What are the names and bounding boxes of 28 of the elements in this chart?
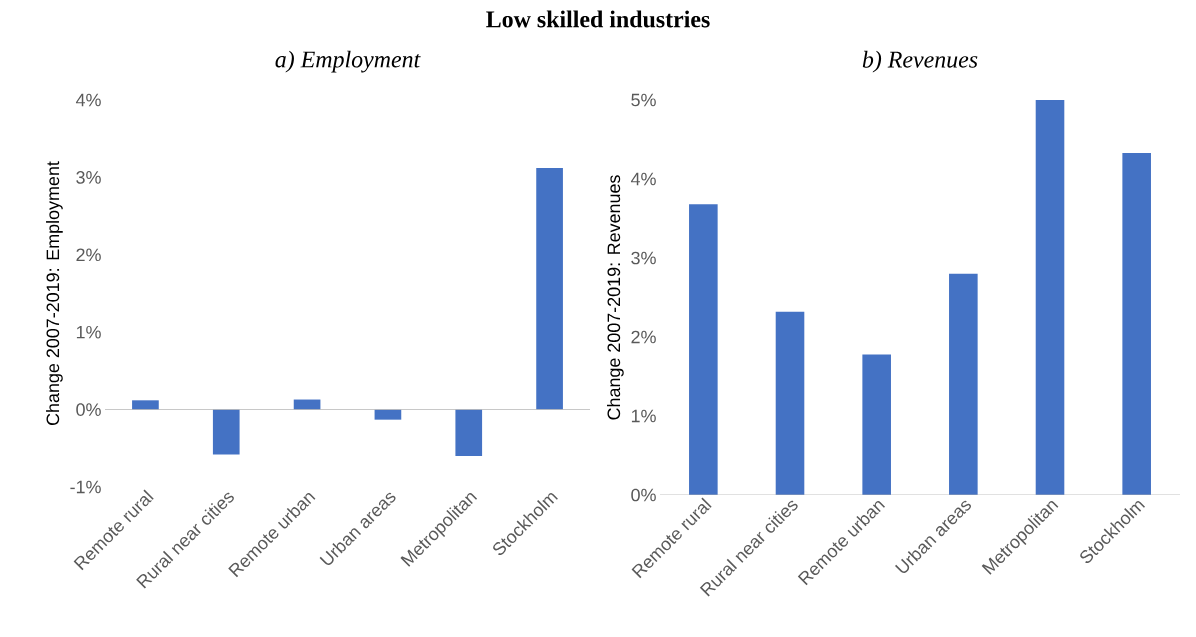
y-tick-label: 3% — [631, 251, 656, 265]
bar — [1035, 100, 1065, 495]
bar — [1122, 152, 1151, 495]
y-tick-label: 2% — [76, 248, 101, 262]
bar — [132, 400, 159, 410]
bar — [949, 273, 978, 495]
bar — [212, 409, 240, 455]
y-axis-title: Change 2007-2019: Employment — [46, 161, 63, 426]
y-tick-label: -1% — [70, 480, 101, 494]
y-tick-label: 4% — [630, 172, 656, 186]
y-tick-label: 3% — [76, 171, 101, 184]
y-tick-label: 1% — [631, 409, 656, 423]
y-axis-title: Change 2007-2019: Revenues — [607, 175, 624, 420]
bar — [689, 204, 718, 495]
y-tick-label: 4% — [75, 93, 101, 107]
y-tick-label: 1% — [76, 325, 101, 339]
y-tick-label: 0% — [76, 403, 101, 416]
y-tick-label: 5% — [631, 93, 656, 107]
chart-subtitle: a) Employment — [275, 50, 421, 73]
bar — [455, 409, 483, 457]
bar — [862, 354, 891, 495]
chart-title: Low skilled industries — [486, 10, 710, 28]
chart-subtitle: b) Revenues — [862, 50, 978, 73]
y-tick-label: 0% — [631, 488, 656, 502]
bar — [536, 168, 563, 410]
bar — [775, 311, 805, 495]
y-tick-label: 2% — [631, 330, 656, 344]
bar — [374, 409, 402, 420]
